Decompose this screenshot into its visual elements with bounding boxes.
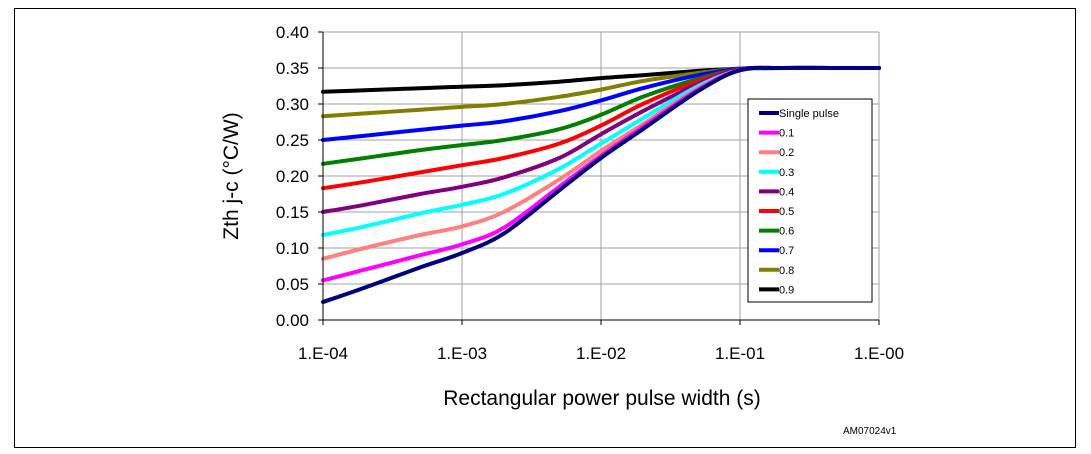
legend-label: 0.8 [779, 265, 794, 277]
legend-label: 0.7 [779, 245, 794, 257]
y-tick-label: 0.35 [276, 59, 309, 78]
y-tick-labels: 0.00 0.05 0.10 0.15 0.20 0.25 0.30 0.35 0.40 [276, 23, 309, 330]
y-tick-label: 0.25 [276, 131, 309, 150]
legend-label: Single pulse [779, 108, 839, 120]
x-tick-label: 1.E-02 [576, 344, 626, 363]
legend-label: 0.3 [779, 167, 794, 179]
y-tick-label: 0.20 [276, 167, 309, 186]
figure-tag: AM07024v1 [843, 426, 897, 437]
x-axis-title: Rectangular power pulse width (s) [443, 387, 760, 410]
legend-label: 0.9 [779, 284, 794, 296]
legend-label: 0.2 [779, 147, 794, 159]
y-axis-title: Zth j-c (°C/W) [220, 112, 243, 239]
legend-label: 0.6 [779, 226, 794, 238]
y-tick-label: 0.15 [276, 203, 309, 222]
y-tick-label: 0.30 [276, 95, 309, 114]
series-line [321, 65, 881, 304]
x-tick-label: 1.E-01 [715, 344, 765, 363]
x-tick-label: 1.E-04 [298, 344, 348, 363]
y-tick-label: 0.00 [276, 311, 309, 330]
x-tick-label: 1.E-00 [854, 344, 904, 363]
axes [318, 31, 880, 325]
x-tick-label: 1.E-03 [437, 344, 487, 363]
legend-label: 0.4 [779, 186, 794, 198]
y-tick-label: 0.05 [276, 275, 309, 294]
series-curves [321, 65, 881, 304]
legend-label: 0.1 [779, 128, 794, 140]
legend-label: 0.5 [779, 206, 794, 218]
y-tick-label: 0.40 [276, 23, 309, 42]
legend: Single pulse 0.1 0.2 0.3 0.4 0.5 0.6 0.7 0.8 0.9 [747, 98, 873, 303]
x-tick-labels: 1.E-04 1.E-03 1.E-02 1.E-01 1.E-00 [298, 344, 904, 363]
y-tick-label: 0.10 [276, 239, 309, 258]
